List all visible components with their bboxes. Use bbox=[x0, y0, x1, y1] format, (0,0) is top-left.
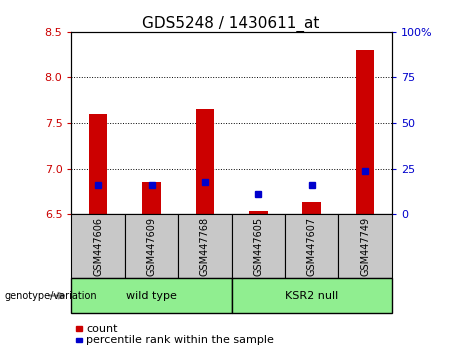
Bar bbox=[356, 50, 374, 214]
Bar bbox=[71, 278, 231, 313]
Bar bbox=[195, 109, 214, 214]
Bar bbox=[71, 214, 125, 278]
Text: KSR2 null: KSR2 null bbox=[285, 291, 338, 301]
Bar bbox=[142, 182, 161, 214]
Text: GSM447749: GSM447749 bbox=[360, 216, 370, 276]
Text: GSM447609: GSM447609 bbox=[147, 217, 157, 275]
Bar bbox=[338, 214, 392, 278]
Bar bbox=[76, 326, 82, 331]
Bar bbox=[178, 214, 231, 278]
Text: GSM447605: GSM447605 bbox=[254, 216, 263, 276]
Text: GDS5248 / 1430611_at: GDS5248 / 1430611_at bbox=[142, 16, 319, 32]
Text: count: count bbox=[86, 324, 118, 333]
Bar bbox=[249, 211, 268, 214]
Bar bbox=[89, 114, 107, 214]
Bar bbox=[76, 338, 82, 342]
Bar bbox=[231, 214, 285, 278]
Bar bbox=[285, 214, 338, 278]
Text: GSM447607: GSM447607 bbox=[307, 216, 317, 276]
Bar bbox=[302, 202, 321, 214]
Text: GSM447768: GSM447768 bbox=[200, 216, 210, 276]
Text: wild type: wild type bbox=[126, 291, 177, 301]
Text: GSM447606: GSM447606 bbox=[93, 217, 103, 275]
Bar bbox=[231, 278, 392, 313]
Text: percentile rank within the sample: percentile rank within the sample bbox=[86, 335, 274, 345]
Bar bbox=[125, 214, 178, 278]
Text: genotype/variation: genotype/variation bbox=[5, 291, 97, 301]
